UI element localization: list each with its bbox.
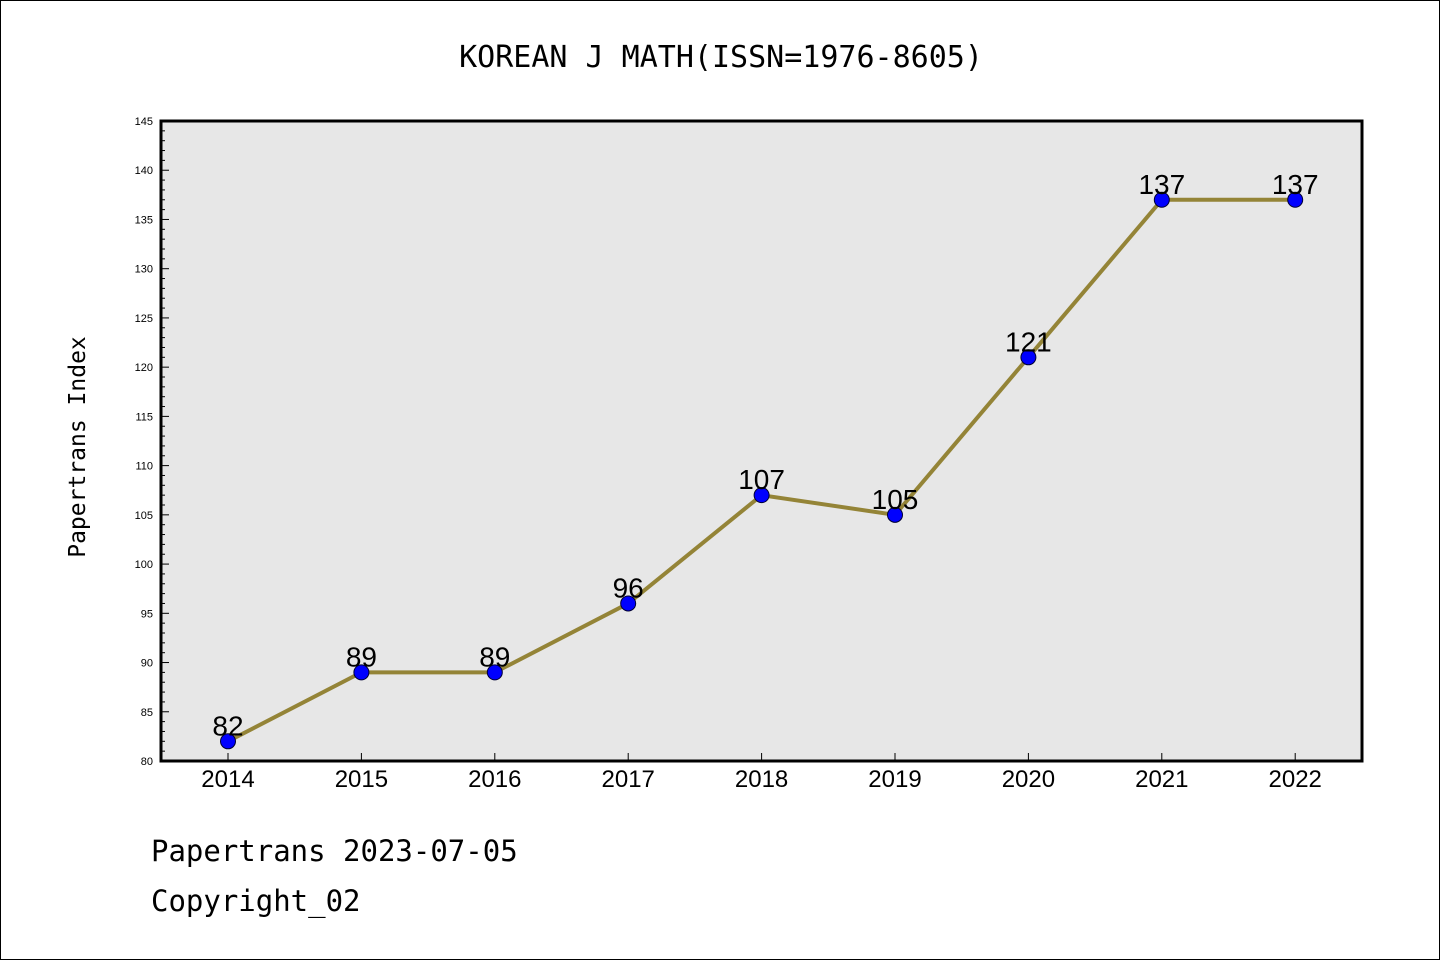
data-label: 89 xyxy=(346,641,377,672)
y-tick-label: 120 xyxy=(135,362,153,374)
y-axis-label: Papertrans Index xyxy=(65,336,91,558)
x-tick-label: 2020 xyxy=(1002,766,1055,793)
data-point xyxy=(1020,349,1037,366)
x-tick-label: 2021 xyxy=(1135,766,1188,793)
y-axis: 80 85 90 95 100 105 110 115 120 125 130 135 140 145 xyxy=(135,116,169,768)
data-labels: 82 89 89 96 107 105 121 137 137 xyxy=(212,169,1318,742)
chart-title: KOREAN J MATH(ISSN=1976-8605) xyxy=(459,40,983,75)
x-tick-label: 2019 xyxy=(868,766,921,793)
data-label: 107 xyxy=(738,464,785,495)
footer-copyright: Copyright_02 xyxy=(151,884,361,918)
y-tick-label: 115 xyxy=(135,411,153,423)
data-point xyxy=(1287,191,1304,208)
data-label: 89 xyxy=(479,641,510,672)
x-tick-label: 2022 xyxy=(1269,766,1322,793)
data-label: 82 xyxy=(212,710,243,741)
y-tick-label: 135 xyxy=(135,214,153,226)
data-label: 96 xyxy=(613,572,644,603)
y-tick-label: 80 xyxy=(141,756,153,768)
x-axis: 2014 2015 2016 2017 2018 2019 2020 2021 2022 xyxy=(201,753,1322,793)
plot-area xyxy=(161,121,1362,761)
x-tick-label: 2014 xyxy=(201,766,254,793)
data-point xyxy=(887,506,903,523)
data-label: 105 xyxy=(872,484,919,515)
y-tick-label: 85 xyxy=(141,707,153,719)
data-point xyxy=(353,664,370,681)
data-label: 137 xyxy=(1138,169,1185,200)
data-point xyxy=(753,487,770,504)
y-tick-label: 95 xyxy=(141,608,153,620)
data-points xyxy=(220,191,1304,750)
y-tick-label: 110 xyxy=(135,461,153,473)
x-tick-label: 2018 xyxy=(735,766,788,793)
data-label: 137 xyxy=(1272,169,1319,200)
data-point xyxy=(1153,191,1170,208)
data-point xyxy=(220,733,236,750)
y-tick-label: 145 xyxy=(135,116,153,128)
y-tick-label: 125 xyxy=(135,313,153,325)
data-point xyxy=(486,664,503,681)
x-tick-label: 2017 xyxy=(602,766,655,793)
x-tick-label: 2016 xyxy=(468,766,521,793)
y-tick-label: 130 xyxy=(135,264,153,276)
plot-border xyxy=(159,119,1364,763)
y-tick-label: 105 xyxy=(135,510,153,522)
footer-date: Papertrans 2023-07-05 xyxy=(151,834,518,868)
data-label: 121 xyxy=(1005,326,1052,357)
x-tick-label: 2015 xyxy=(335,766,388,793)
y-tick-label: 100 xyxy=(135,559,153,571)
y-tick-label: 90 xyxy=(141,658,153,670)
y-tick-label: 140 xyxy=(135,165,153,177)
data-point xyxy=(620,595,637,612)
